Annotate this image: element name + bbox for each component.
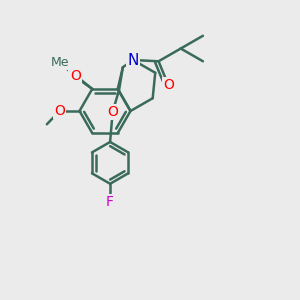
Text: O: O <box>107 105 118 119</box>
Text: O: O <box>70 69 81 83</box>
Text: F: F <box>106 195 114 209</box>
Text: Me: Me <box>51 56 70 69</box>
Text: N: N <box>128 52 139 68</box>
Text: O: O <box>69 69 80 83</box>
Text: O: O <box>164 78 174 92</box>
Text: O: O <box>54 104 65 118</box>
